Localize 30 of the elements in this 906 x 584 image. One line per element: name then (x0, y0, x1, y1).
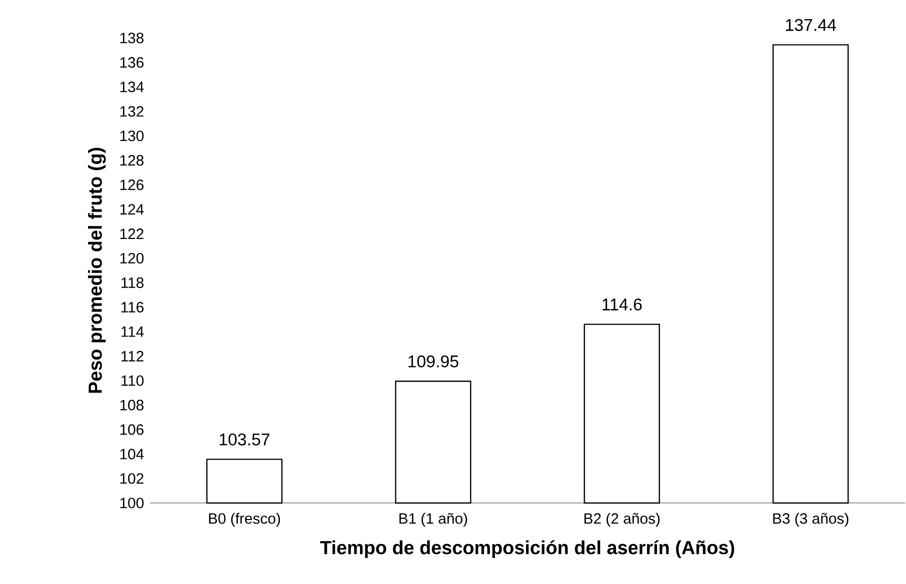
y-tick-label: 106 (120, 424, 144, 435)
y-tick-label: 110 (121, 375, 144, 386)
y-tick-label: 108 (120, 400, 144, 410)
y-axis-title: Peso promedio del fruto (g) (88, 148, 106, 393)
y-tick-label: 104 (120, 448, 144, 460)
x-tick-label: B3 (3 años) (773, 512, 848, 527)
y-tick-label: 114 (121, 326, 144, 337)
x-tick-label: B0 (fresco) (209, 512, 280, 527)
y-tick-label: 132 (120, 106, 144, 117)
y-tick-label: 134 (120, 82, 144, 92)
y-tick-label: 100 (120, 498, 144, 508)
y-tick-label: 136 (120, 57, 144, 68)
y-tick-label: 126 (120, 180, 144, 190)
y-tick-label: 138 (120, 32, 144, 44)
y-tick-label: 118 (121, 277, 144, 288)
data-label: 103.57 (220, 433, 270, 446)
x-tick-label: B1 (1 año) (399, 512, 468, 527)
y-tick-label: 120 (120, 252, 144, 264)
y-tick-label: 116 (121, 302, 144, 312)
y-tick-label: 102 (120, 473, 144, 484)
data-label: 137.44 (786, 19, 836, 31)
y-tick-label: 130 (120, 130, 144, 142)
data-label: 114.6 (602, 298, 642, 310)
y-tick-label: 128 (120, 155, 144, 166)
data-label: 109.95 (408, 355, 458, 368)
y-tick-label: 112 (121, 350, 144, 362)
y-tick-label: 122 (120, 228, 144, 239)
y-tick-label: 124 (120, 204, 144, 215)
x-axis-title: Tiempo de descomposición del aserrín (Años) (320, 540, 734, 558)
x-tick-label: B2 (2 años) (584, 512, 660, 527)
